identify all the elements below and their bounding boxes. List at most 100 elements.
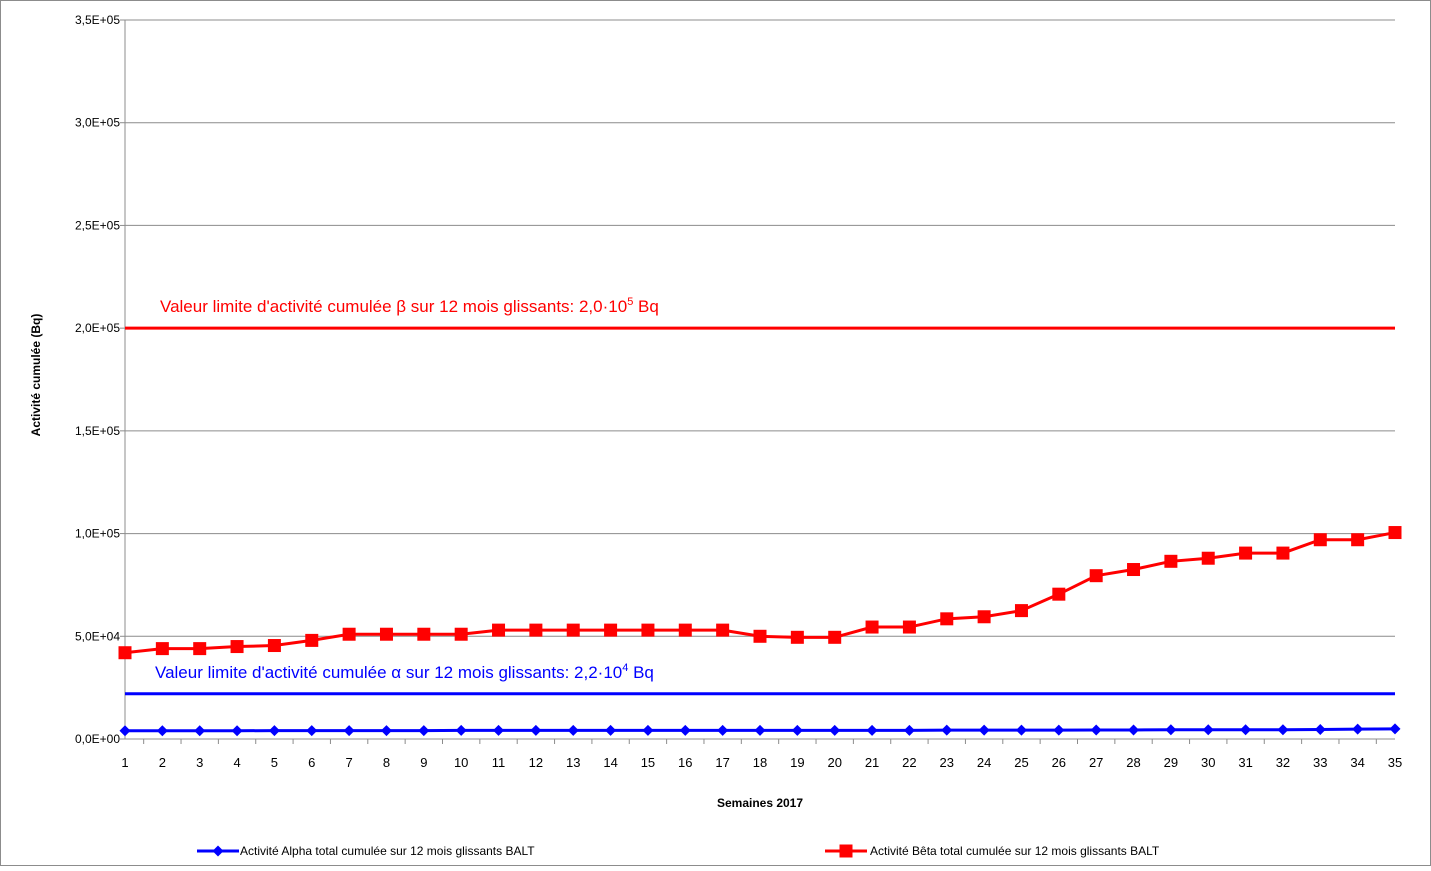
x-tick-labels: 1 2 3 4 5 6 7 8 9 10 11 12 13 14 15 16 17 18 19 20 21 22 23 24 2… [121, 755, 1402, 770]
limit-lines: Valeur limite d'activité cumulée β sur 1… [125, 296, 1395, 696]
x-tick-label: 33 [1313, 755, 1327, 770]
y-tick-label: 2,5E+05 [75, 218, 120, 232]
data-point-diamond [903, 724, 915, 736]
data-point-square [267, 639, 281, 653]
data-point-diamond [194, 725, 206, 737]
x-tick-label: 32 [1276, 755, 1290, 770]
data-point-diamond [1389, 723, 1401, 735]
data-point-diamond [493, 724, 505, 736]
x-tick-label: 18 [753, 755, 767, 770]
x-tick-label: 20 [827, 755, 841, 770]
data-point-square [529, 623, 543, 637]
data-point-diamond [1090, 724, 1102, 736]
data-point-diamond [717, 724, 729, 736]
y-tick-label: 1,0E+05 [75, 527, 120, 541]
data-point-square [1089, 569, 1103, 583]
data-point-diamond [978, 724, 990, 736]
data-point-diamond [268, 725, 280, 737]
data-point-square [155, 642, 169, 656]
data-point-diamond [1314, 724, 1326, 736]
data-point-diamond [829, 724, 841, 736]
data-point-square [641, 623, 655, 637]
legend: Activité Alpha total cumulée sur 12 mois… [197, 844, 1160, 858]
x-tick-label: 35 [1388, 755, 1402, 770]
data-point-square [790, 630, 804, 644]
data-point-diamond [1240, 724, 1252, 736]
data-point-diamond [791, 724, 803, 736]
data-point-diamond [380, 725, 392, 737]
data-point-diamond [1202, 724, 1214, 736]
data-point-diamond [941, 724, 953, 736]
x-tick-label: 17 [715, 755, 729, 770]
data-point-square [977, 610, 991, 624]
data-point-square [753, 629, 767, 643]
legend-label: Activité Alpha total cumulée sur 12 mois… [240, 844, 535, 858]
data-point-square [1239, 546, 1253, 560]
data-point-square [379, 627, 393, 641]
x-tick-label: 15 [641, 755, 655, 770]
data-point-square [716, 623, 730, 637]
data-point-square [604, 623, 618, 637]
x-tick-label: 6 [308, 755, 315, 770]
data-point-square [492, 623, 506, 637]
x-axis-title: Semaines 2017 [717, 796, 803, 810]
data-point-diamond [212, 845, 224, 857]
x-tick-label: 30 [1201, 755, 1215, 770]
limit-label: Valeur limite d'activité cumulée β sur 1… [160, 296, 659, 316]
limit-label: Valeur limite d'activité cumulée α sur 1… [155, 662, 654, 682]
data-point-square [1052, 587, 1066, 601]
y-axis-title: Activité cumulée (Bq) [29, 314, 43, 437]
data-point-diamond [754, 724, 766, 736]
data-point-square [230, 640, 244, 654]
x-tick-label: 23 [940, 755, 954, 770]
x-tick-label: 13 [566, 755, 580, 770]
data-point-diamond [866, 724, 878, 736]
data-point-square [1351, 533, 1365, 547]
data-point-diamond [156, 725, 168, 737]
data-point-square [1276, 546, 1290, 560]
data-point-diamond [1053, 724, 1065, 736]
y-tick-labels: 0,0E+00 5,0E+04 1,0E+05 1,5E+05 2,0E+05 2,5E+… [75, 13, 120, 746]
x-tick-label: 24 [977, 755, 991, 770]
data-point-square [839, 844, 853, 858]
data-point-diamond [418, 725, 430, 737]
data-point-square [1201, 551, 1215, 565]
data-point-diamond [343, 725, 355, 737]
x-tick-label: 34 [1350, 755, 1364, 770]
data-point-diamond [1128, 724, 1140, 736]
x-tick-label: 28 [1126, 755, 1140, 770]
x-tick-label: 10 [454, 755, 468, 770]
data-point-square [193, 642, 207, 656]
x-tick-label: 22 [902, 755, 916, 770]
x-tick-label: 12 [529, 755, 543, 770]
x-tick-label: 5 [271, 755, 278, 770]
x-tick-label: 4 [233, 755, 240, 770]
data-point-diamond [530, 724, 542, 736]
data-point-square [566, 623, 580, 637]
x-tick-label: 11 [492, 755, 506, 770]
x-tick-label: 26 [1052, 755, 1066, 770]
y-tick-label: 3,0E+05 [75, 116, 120, 130]
x-tick-label: 27 [1089, 755, 1103, 770]
data-point-square [342, 627, 356, 641]
x-tick-label: 14 [603, 755, 617, 770]
data-point-square [1127, 563, 1141, 577]
data-point-diamond [679, 724, 691, 736]
data-point-square [828, 630, 842, 644]
data-point-square [118, 646, 132, 660]
data-point-diamond [1277, 724, 1289, 736]
y-tick-label: 2,0E+05 [75, 321, 120, 335]
data-point-diamond [567, 724, 579, 736]
data-point-diamond [605, 724, 617, 736]
x-tick-label: 2 [159, 755, 166, 770]
data-point-diamond [642, 724, 654, 736]
data-point-square [940, 612, 954, 626]
data-point-square [1313, 533, 1327, 547]
y-tick-label: 5,0E+04 [75, 629, 120, 643]
data-point-square [1388, 526, 1402, 540]
data-point-diamond [1015, 724, 1027, 736]
x-tick-label: 25 [1014, 755, 1028, 770]
data-point-diamond [119, 725, 131, 737]
